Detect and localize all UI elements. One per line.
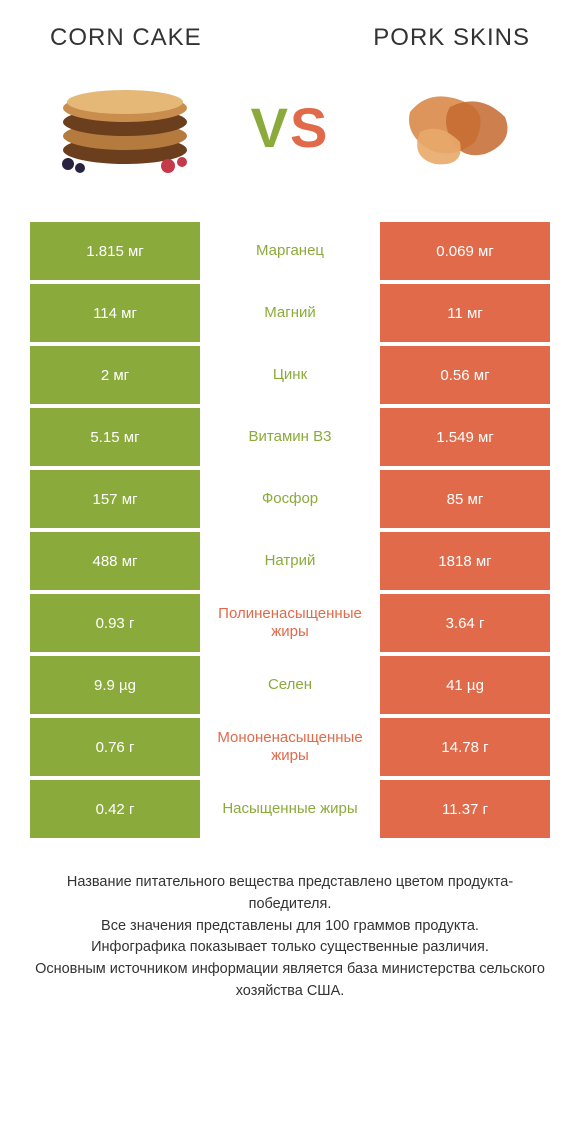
- right-value: 1.549 мг: [380, 408, 550, 466]
- nutrient-label: Селен: [200, 656, 380, 714]
- left-value: 2 мг: [30, 346, 200, 404]
- header: CORN CAKE PORK SKINS: [0, 0, 580, 62]
- vs-s: S: [290, 96, 329, 159]
- nutrient-label: Фосфор: [200, 470, 380, 528]
- table-row: 1.815 мгМарганец0.069 мг: [30, 222, 550, 280]
- nutrient-label: Витамин B3: [200, 408, 380, 466]
- footer-line-4: Основным источником информации является …: [30, 959, 550, 1003]
- left-value: 0.76 г: [30, 718, 200, 776]
- right-value: 0.069 мг: [380, 222, 550, 280]
- left-value: 1.815 мг: [30, 222, 200, 280]
- table-row: 0.93 гПолиненасыщенные жиры3.64 г: [30, 594, 550, 652]
- left-value: 114 мг: [30, 284, 200, 342]
- right-value: 0.56 мг: [380, 346, 550, 404]
- table-row: 0.42 гНасыщенные жиры11.37 г: [30, 780, 550, 838]
- left-value: 0.42 г: [30, 780, 200, 838]
- nutrient-label: Полиненасыщенные жиры: [200, 594, 380, 652]
- pork-skins-image: [380, 72, 530, 182]
- left-product-title: CORN CAKE: [50, 24, 202, 52]
- nutrient-label: Мононенасыщенные жиры: [200, 718, 380, 776]
- right-value: 1818 мг: [380, 532, 550, 590]
- table-row: 114 мгМагний11 мг: [30, 284, 550, 342]
- left-value: 488 мг: [30, 532, 200, 590]
- left-value: 5.15 мг: [30, 408, 200, 466]
- comparison-table: 1.815 мгМарганец0.069 мг114 мгМагний11 м…: [0, 222, 580, 838]
- footer-line-2: Все значения представлены для 100 граммо…: [30, 916, 550, 938]
- right-value: 11.37 г: [380, 780, 550, 838]
- vs-label: VS: [251, 95, 330, 160]
- right-value: 11 мг: [380, 284, 550, 342]
- right-value: 3.64 г: [380, 594, 550, 652]
- vs-v: V: [251, 96, 290, 159]
- table-row: 488 мгНатрий1818 мг: [30, 532, 550, 590]
- footer-notes: Название питательного вещества представл…: [0, 842, 580, 1003]
- left-value: 157 мг: [30, 470, 200, 528]
- nutrient-label: Натрий: [200, 532, 380, 590]
- corn-cake-image: [50, 72, 200, 182]
- right-value: 14.78 г: [380, 718, 550, 776]
- right-product-title: PORK SKINS: [373, 24, 530, 52]
- footer-line-1: Название питательного вещества представл…: [30, 872, 550, 916]
- table-row: 5.15 мгВитамин B31.549 мг: [30, 408, 550, 466]
- footer-line-3: Инфографика показывает только существенн…: [30, 937, 550, 959]
- table-row: 157 мгФосфор85 мг: [30, 470, 550, 528]
- left-value: 9.9 µg: [30, 656, 200, 714]
- images-row: VS: [0, 62, 580, 222]
- left-value: 0.93 г: [30, 594, 200, 652]
- right-value: 41 µg: [380, 656, 550, 714]
- table-row: 2 мгЦинк0.56 мг: [30, 346, 550, 404]
- nutrient-label: Цинк: [200, 346, 380, 404]
- table-row: 9.9 µgСелен41 µg: [30, 656, 550, 714]
- nutrient-label: Магний: [200, 284, 380, 342]
- table-row: 0.76 гМононенасыщенные жиры14.78 г: [30, 718, 550, 776]
- right-value: 85 мг: [380, 470, 550, 528]
- nutrient-label: Марганец: [200, 222, 380, 280]
- nutrient-label: Насыщенные жиры: [200, 780, 380, 838]
